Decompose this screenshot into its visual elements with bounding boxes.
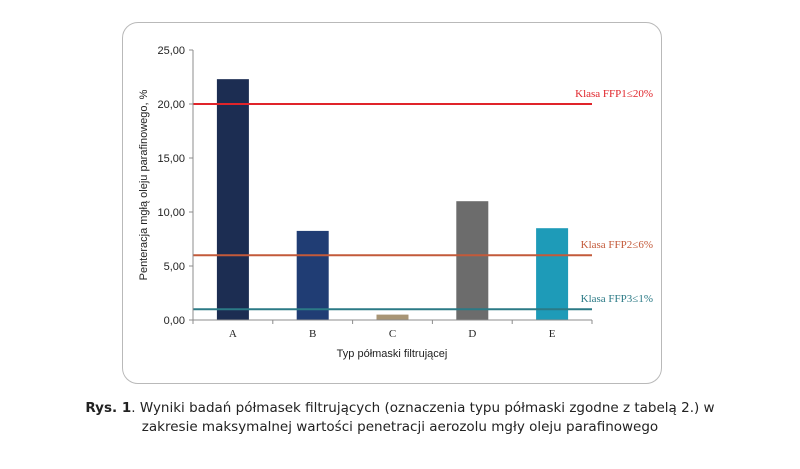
- caption-line-2: zakresie maksymalnej wartości penetracji…: [141, 419, 659, 435]
- x-tick-label: E: [549, 328, 556, 340]
- bar-chart: Klasa FFP1≤20% Klasa FFP2≤6% Klasa FFP3≤1%…: [138, 45, 653, 360]
- bar-D: [456, 201, 489, 320]
- caption-label: Rys. 1: [85, 400, 132, 416]
- bar-E: [536, 228, 569, 320]
- x-tick-label: A: [229, 328, 237, 340]
- y-tick-label: 0,00: [164, 315, 185, 327]
- threshold-label-2: Klasa FFP2≤6%: [581, 239, 653, 251]
- caption-line-1: . Wyniki badań półmasek filtrujących (oz…: [131, 400, 715, 416]
- x-axis-title: Typ półmaski filtrującej: [337, 348, 448, 360]
- y-tick-label: 10,00: [157, 207, 185, 219]
- y-tick-label: 5,00: [164, 261, 185, 273]
- y-axis-title: Penteracja mgłą oleju parafinowego, %: [138, 89, 150, 280]
- y-tick-label: 20,00: [157, 99, 185, 111]
- chart-frame: [122, 22, 662, 384]
- y-tick-label: 15,00: [157, 153, 185, 165]
- x-tick-label: D: [468, 328, 476, 340]
- bar-C: [376, 314, 409, 320]
- y-tick-label: 25,00: [157, 45, 185, 57]
- threshold-label-1: Klasa FFP1≤20%: [575, 88, 653, 100]
- bar-A: [216, 79, 249, 320]
- x-tick-label: B: [309, 328, 316, 340]
- x-tick-label: C: [389, 328, 396, 340]
- bar-B: [296, 230, 329, 320]
- figure-caption: Rys. 1. Wyniki badań półmasek filtrujący…: [0, 399, 800, 437]
- threshold-label-3: Klasa FFP3≤1%: [581, 293, 653, 305]
